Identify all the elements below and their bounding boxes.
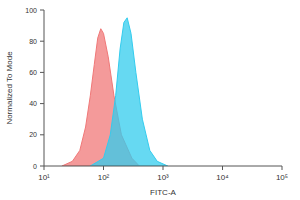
y-axis-label: Normalized To Mode	[5, 51, 14, 125]
y-tick	[40, 166, 44, 167]
x-tick-label: 10³	[157, 173, 169, 182]
x-tick	[44, 166, 45, 170]
y-tick-label: 60	[29, 69, 37, 76]
x-tick	[103, 166, 104, 170]
y-axis	[44, 10, 45, 166]
x-tick	[163, 166, 164, 170]
y-tick	[40, 103, 44, 104]
y-tick-label: 80	[29, 38, 37, 45]
x-tick-label: 10¹	[38, 173, 50, 182]
y-tick-label: 100	[25, 7, 37, 14]
chart: 0 20 40 60 80 100 10¹ 10² 10³ 10⁴ 10⁵ FITC-A Normali…	[0, 0, 300, 200]
y-tick	[40, 134, 44, 135]
y-tick-label: 20	[29, 131, 37, 138]
y-tick	[40, 72, 44, 73]
y-tick	[40, 41, 44, 42]
plot-area	[62, 18, 168, 166]
x-tick-label: 10⁵	[276, 173, 288, 182]
y-tick-label: 40	[29, 100, 37, 107]
x-tick-label: 10⁴	[216, 173, 229, 182]
y-tick	[40, 10, 44, 11]
x-tick	[282, 166, 283, 170]
x-tick-label: 10²	[98, 173, 110, 182]
y-tick-label: 0	[33, 163, 37, 170]
histogram-area	[90, 18, 167, 166]
x-tick	[222, 166, 223, 170]
x-axis-label: FITC-A	[150, 188, 176, 197]
